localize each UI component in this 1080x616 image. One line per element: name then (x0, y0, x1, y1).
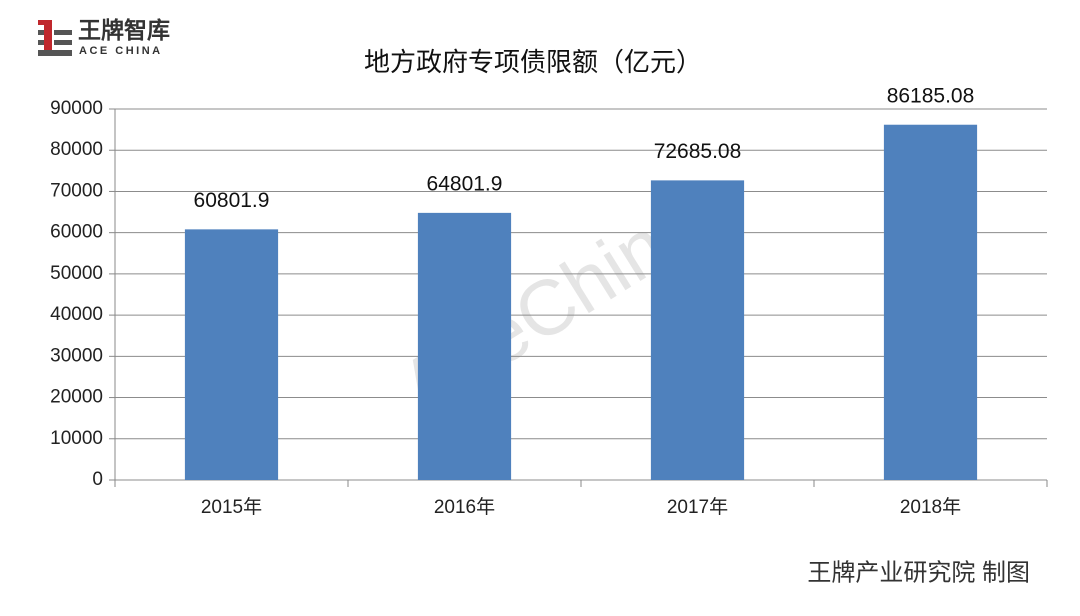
bar (650, 180, 745, 480)
y-tick-label: 0 (92, 469, 103, 490)
logo-name: 王牌智库 (78, 17, 170, 43)
credit: 王牌产业研究院 制图 (807, 559, 1030, 586)
x-tick-label: 2015年 (201, 496, 262, 518)
y-tick-label: 40000 (50, 304, 103, 325)
y-tick-label: 20000 (50, 387, 103, 408)
x-tick-label: 2018年 (900, 496, 961, 518)
y-tick-label: 60000 (50, 222, 103, 243)
x-tick-label: 2017年 (667, 496, 728, 518)
logo-mark (54, 30, 72, 35)
logo-mark (38, 50, 72, 56)
logo-mark (38, 40, 44, 45)
logo-mark (44, 20, 52, 56)
x-tick-label: 2016年 (434, 496, 495, 518)
bar (883, 124, 978, 480)
y-tick-label: 50000 (50, 263, 103, 284)
y-tick-label: 90000 (50, 98, 103, 119)
logo: 王牌智库 ACE CHINA (38, 17, 170, 57)
value-label: 72685.08 (654, 140, 742, 163)
logo-mark (54, 40, 72, 45)
y-tick-label: 30000 (50, 345, 103, 366)
value-label: 64801.9 (427, 172, 503, 195)
logo-mark (38, 30, 44, 35)
chart-title: 地方政府专项债限额（亿元） (364, 47, 702, 77)
logo-subtitle: ACE CHINA (79, 45, 163, 57)
y-tick-label: 70000 (50, 180, 103, 201)
bar (184, 229, 279, 480)
y-tick-label: 10000 (50, 428, 103, 449)
y-tick-label: 80000 (50, 139, 103, 160)
bar (417, 212, 512, 480)
value-label: 86185.08 (887, 84, 975, 107)
value-label: 60801.9 (194, 189, 270, 212)
